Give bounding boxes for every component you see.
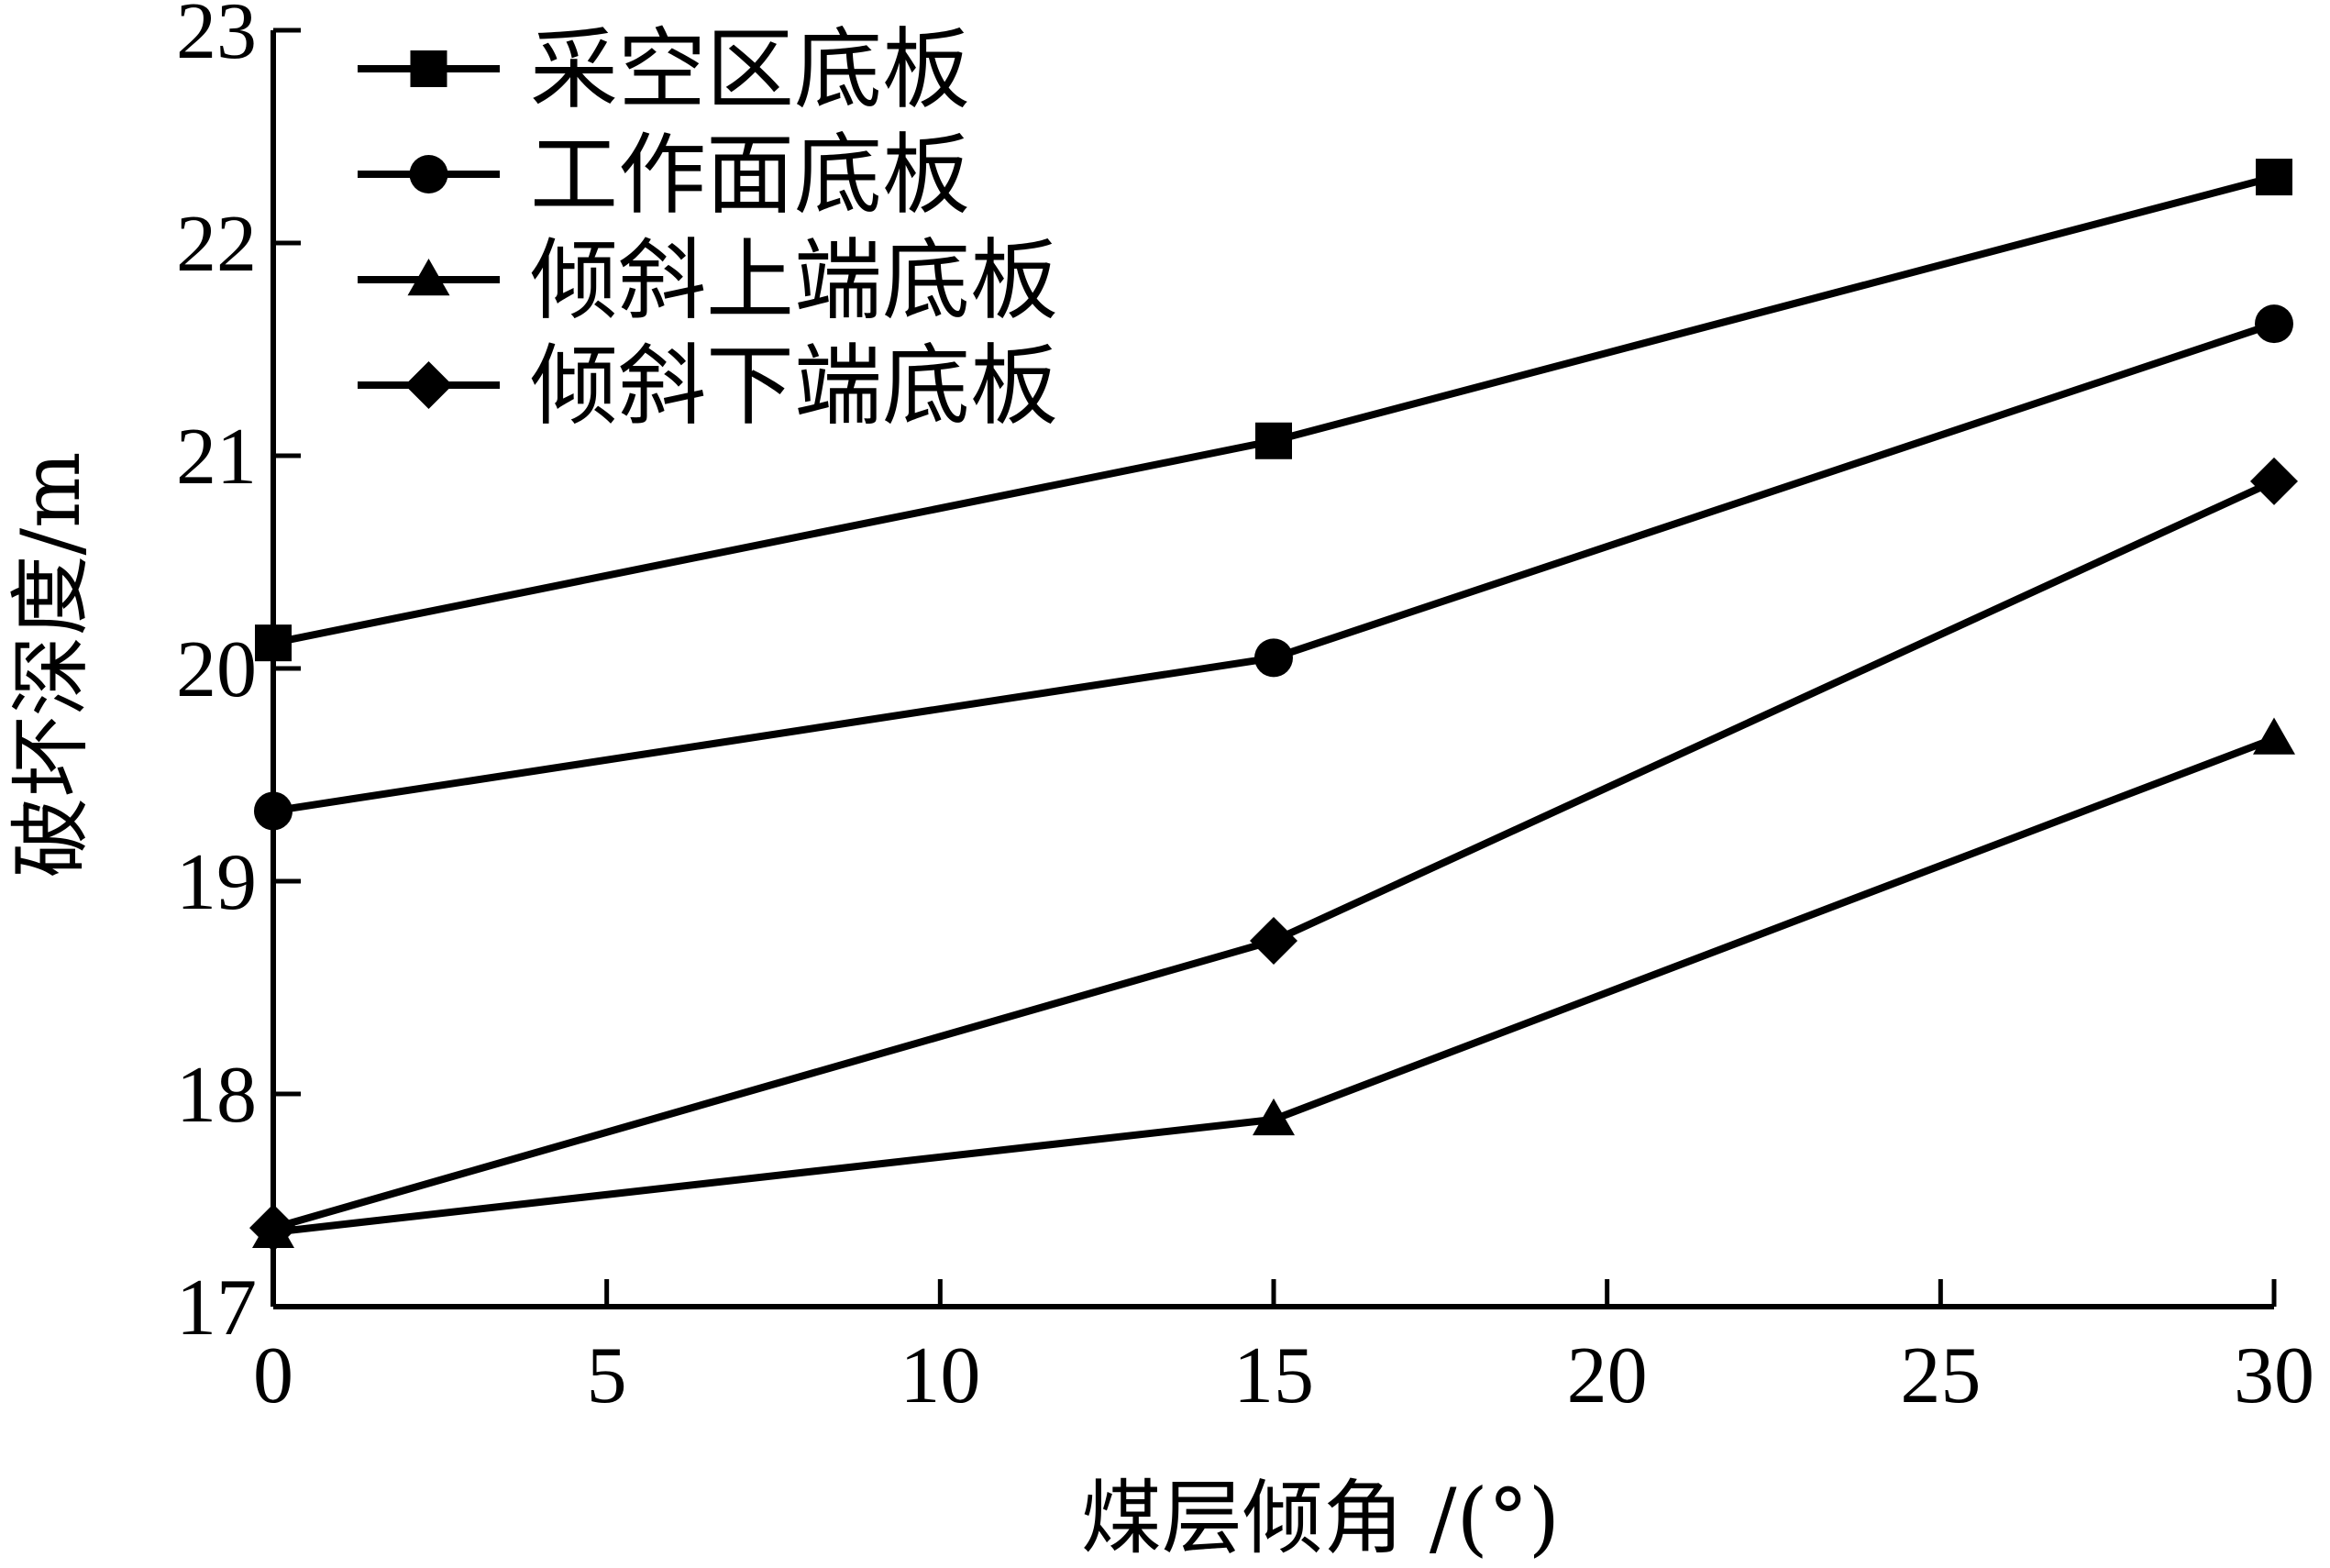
- legend-item: 倾斜下端底板: [358, 335, 1058, 437]
- circle-marker: [1254, 638, 1293, 678]
- legend-item: 采空区底板: [358, 18, 970, 121]
- legend-item: 倾斜上端底板: [358, 229, 1058, 332]
- diamond-marker: [1250, 916, 1298, 965]
- series-line: [272, 734, 2276, 1236]
- x-tick-label: 25: [1900, 1331, 1981, 1420]
- series-3: [252, 717, 2295, 1249]
- y-tick-label: 18: [176, 1051, 257, 1140]
- circle-marker: [254, 791, 293, 831]
- x-tick-label: 5: [587, 1331, 627, 1420]
- legend-label: 倾斜下端底板: [530, 335, 1058, 437]
- y-tick-label: 21: [176, 413, 257, 502]
- legend-label: 工作面底板: [530, 124, 970, 226]
- triangle-marker: [2253, 717, 2295, 755]
- diamond-marker: [2250, 457, 2298, 505]
- ticks: 0 5 10 15 20 25 30 17 18 19 20 21 22 23: [176, 0, 2314, 1420]
- x-tick-label: 10: [900, 1331, 980, 1420]
- legend-triangle-marker: [407, 259, 450, 296]
- x-tick-label: 30: [2234, 1331, 2314, 1420]
- legend-diamond-marker: [404, 361, 453, 409]
- series-4: [249, 457, 2298, 1253]
- x-tick-label: 20: [1567, 1331, 1648, 1420]
- legend-label: 倾斜上端底板: [530, 229, 1058, 332]
- y-tick-label: 23: [176, 0, 257, 76]
- legend-circle-marker: [409, 155, 448, 193]
- square-marker: [255, 624, 292, 662]
- x-axis-title: 煤层倾角 /(°): [1081, 1471, 1560, 1565]
- series-2: [254, 304, 2293, 831]
- y-tick-label: 17: [176, 1264, 257, 1353]
- square-marker: [2256, 159, 2292, 196]
- legend-item: 工作面底板: [358, 124, 970, 226]
- legend-label: 采空区底板: [530, 18, 970, 121]
- x-tick-label: 0: [253, 1331, 293, 1420]
- series-group: [249, 159, 2298, 1253]
- y-tick-label: 19: [176, 838, 257, 927]
- circle-marker: [2255, 304, 2293, 344]
- y-axis-title: 破坏深度/m: [4, 451, 98, 878]
- square-marker: [1255, 422, 1292, 459]
- x-tick-label: 15: [1233, 1331, 1314, 1420]
- series-1: [255, 159, 2292, 662]
- y-tick-label: 20: [176, 625, 257, 714]
- y-tick-label: 22: [176, 200, 257, 289]
- triangle-marker: [1253, 1098, 1295, 1136]
- diamond-marker: [249, 1204, 297, 1253]
- legend-square-marker: [410, 50, 447, 87]
